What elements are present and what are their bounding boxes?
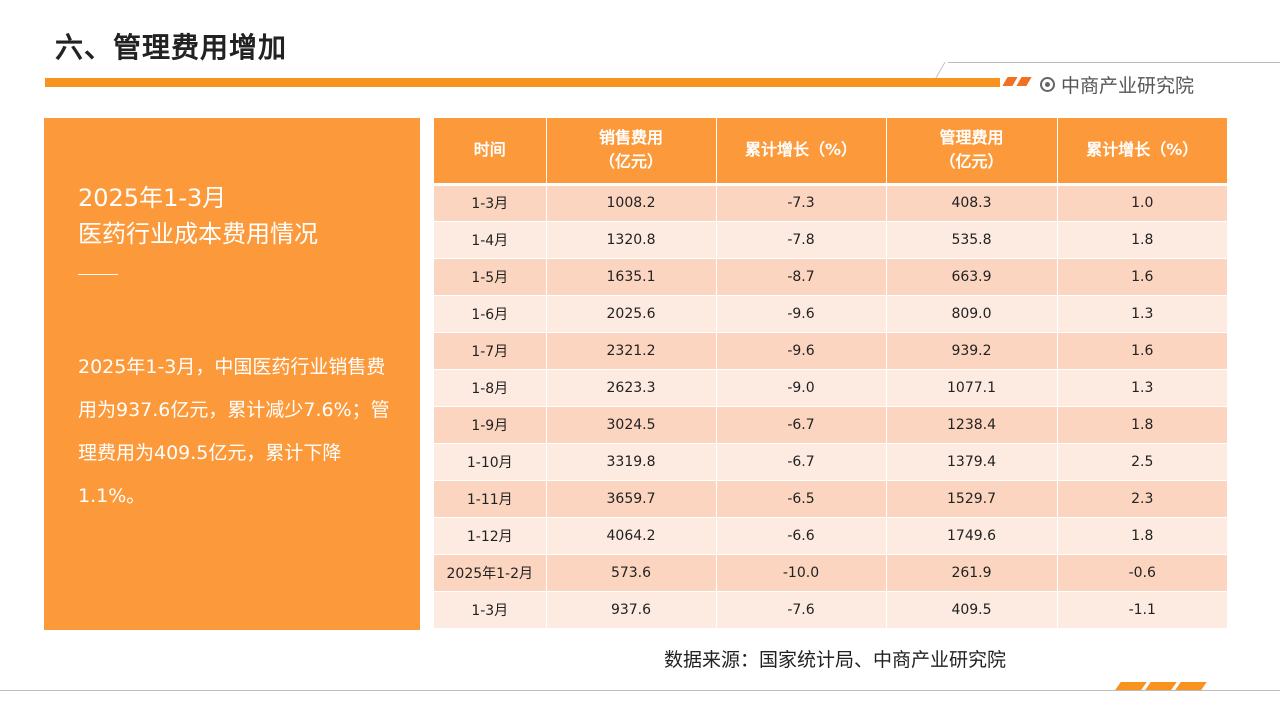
table-cell: 4064.2 [546,517,717,555]
table-cell: 1.8 [1057,517,1227,555]
brand-logo: 中商产业研究院 [1040,71,1194,98]
table-cell: 1320.8 [546,221,717,259]
table-cell: 3024.5 [546,406,717,444]
table-cell: 1.6 [1057,332,1227,370]
table-cell: 1-10月 [434,443,547,481]
table-cell: 261.9 [886,554,1058,592]
table-cell: 1-6月 [434,295,547,333]
table-row: 1-4月 1320.8 -7.8 535.8 1.8 [434,221,1227,259]
table-cell: -8.7 [716,258,887,296]
target-icon [1040,77,1055,92]
table-cell: -0.6 [1057,554,1227,592]
table-row: 2025年1-2月 573.6 -10.0 261.9 -0.6 [434,554,1227,592]
table-cell: 3659.7 [546,480,717,518]
table-body: 1-3月 1008.2 -7.3 408.3 1.0 1-4月 1320.8 -7.8 535.… [434,184,1227,629]
page-title: 六、管理费用增加 [55,31,288,64]
table-cell: 1-8月 [434,369,547,407]
table-row: 1-7月 2321.2 -9.6 939.2 1.6 [434,332,1227,370]
table-cell: -9.6 [716,295,887,333]
table-cell: -7.8 [716,221,887,259]
table-row: 1-10月 3319.8 -6.7 1379.4 2.5 [434,443,1227,481]
table-cell: -9.6 [716,332,887,370]
column-header: 管理费用 （亿元） [886,118,1058,186]
table-header-row: 时间 销售费用 （亿元） 累计增长（%） 管理费用 （亿元） 累计增长（%） [434,118,1227,186]
table-cell: 1008.2 [546,184,717,222]
table-cell: 535.8 [886,221,1058,259]
title-accent-bar [45,78,1000,87]
table-cell: 1.6 [1057,258,1227,296]
panel-heading-subject: 医药行业成本费用情况 [78,220,318,248]
table-cell: 2025年1-2月 [434,554,547,592]
header-stripes [1002,77,1032,86]
table-cell: 1-11月 [434,480,547,518]
table-cell: -9.0 [716,369,887,407]
header-rule [948,62,1280,63]
table-cell: 408.3 [886,184,1058,222]
table-row: 1-9月 3024.5 -6.7 1238.4 1.8 [434,406,1227,444]
expense-table: 时间 销售费用 （亿元） 累计增长（%） 管理费用 （亿元） 累计增长（%） 1-3月 100… [434,118,1227,629]
table-cell: -6.7 [716,406,887,444]
table-cell: 1-3月 [434,591,547,629]
table-cell: 1-5月 [434,258,547,296]
table-cell: 809.0 [886,295,1058,333]
table-cell: 1-12月 [434,517,547,555]
table-cell: -6.5 [716,480,887,518]
table-cell: 1.3 [1057,295,1227,333]
table-row: 1-3月 1008.2 -7.3 408.3 1.0 [434,184,1227,222]
table-cell: 1635.1 [546,258,717,296]
table-cell: -6.7 [716,443,887,481]
table-cell: 1529.7 [886,480,1058,518]
footer-rule [0,690,1280,691]
table-cell: 2623.3 [546,369,717,407]
table-row: 1-8月 2623.3 -9.0 1077.1 1.3 [434,369,1227,407]
table-cell: 1749.6 [886,517,1058,555]
summary-panel: 2025年1-3月 医药行业成本费用情况 2025年1-3月，中国医药行业销售费… [44,118,420,630]
table-cell: 1-4月 [434,221,547,259]
table-cell: -7.3 [716,184,887,222]
column-header: 销售费用 （亿元） [546,118,717,186]
column-header: 时间 [434,118,547,186]
table-row: 1-6月 2025.6 -9.6 809.0 1.3 [434,295,1227,333]
table-cell: 2321.2 [546,332,717,370]
table-row: 1-5月 1635.1 -8.7 663.9 1.6 [434,258,1227,296]
panel-heading-period: 2025年1-3月 [78,184,227,212]
column-header: 累计增长（%） [1057,118,1227,186]
brand-name: 中商产业研究院 [1061,75,1195,97]
footer-stripes [1115,682,1207,690]
table-cell: 937.6 [546,591,717,629]
table-row: 1-3月 937.6 -7.6 409.5 -1.1 [434,591,1227,629]
table-cell: 2.3 [1057,480,1227,518]
table-cell: 3319.8 [546,443,717,481]
table-cell: -10.0 [716,554,887,592]
table-cell: 939.2 [886,332,1058,370]
table-cell: 1-7月 [434,332,547,370]
table-cell: -6.6 [716,517,887,555]
panel-divider [78,274,118,275]
table-cell: -1.1 [1057,591,1227,629]
table-cell: 1-9月 [434,406,547,444]
table-cell: 1379.4 [886,443,1058,481]
table-cell: 1077.1 [886,369,1058,407]
table-cell: 1238.4 [886,406,1058,444]
table-cell: 1.0 [1057,184,1227,222]
header-rule-slant [935,62,946,78]
table-cell: 1-3月 [434,184,547,222]
table-cell: 663.9 [886,258,1058,296]
data-source: 数据来源：国家统计局、中商产业研究院 [664,649,1007,671]
table-cell: 2.5 [1057,443,1227,481]
table-cell: 2025.6 [546,295,717,333]
column-header: 累计增长（%） [716,118,887,186]
table-cell: 409.5 [886,591,1058,629]
table-cell: 1.3 [1057,369,1227,407]
table-cell: 1.8 [1057,406,1227,444]
table-row: 1-11月 3659.7 -6.5 1529.7 2.3 [434,480,1227,518]
table-row: 1-12月 4064.2 -6.6 1749.6 1.8 [434,517,1227,555]
panel-summary-text: 2025年1-3月，中国医药行业销售费用为937.6亿元，累计减少7.6%；管理… [78,356,390,507]
table-cell: 573.6 [546,554,717,592]
table-cell: 1.8 [1057,221,1227,259]
table-cell: -7.6 [716,591,887,629]
